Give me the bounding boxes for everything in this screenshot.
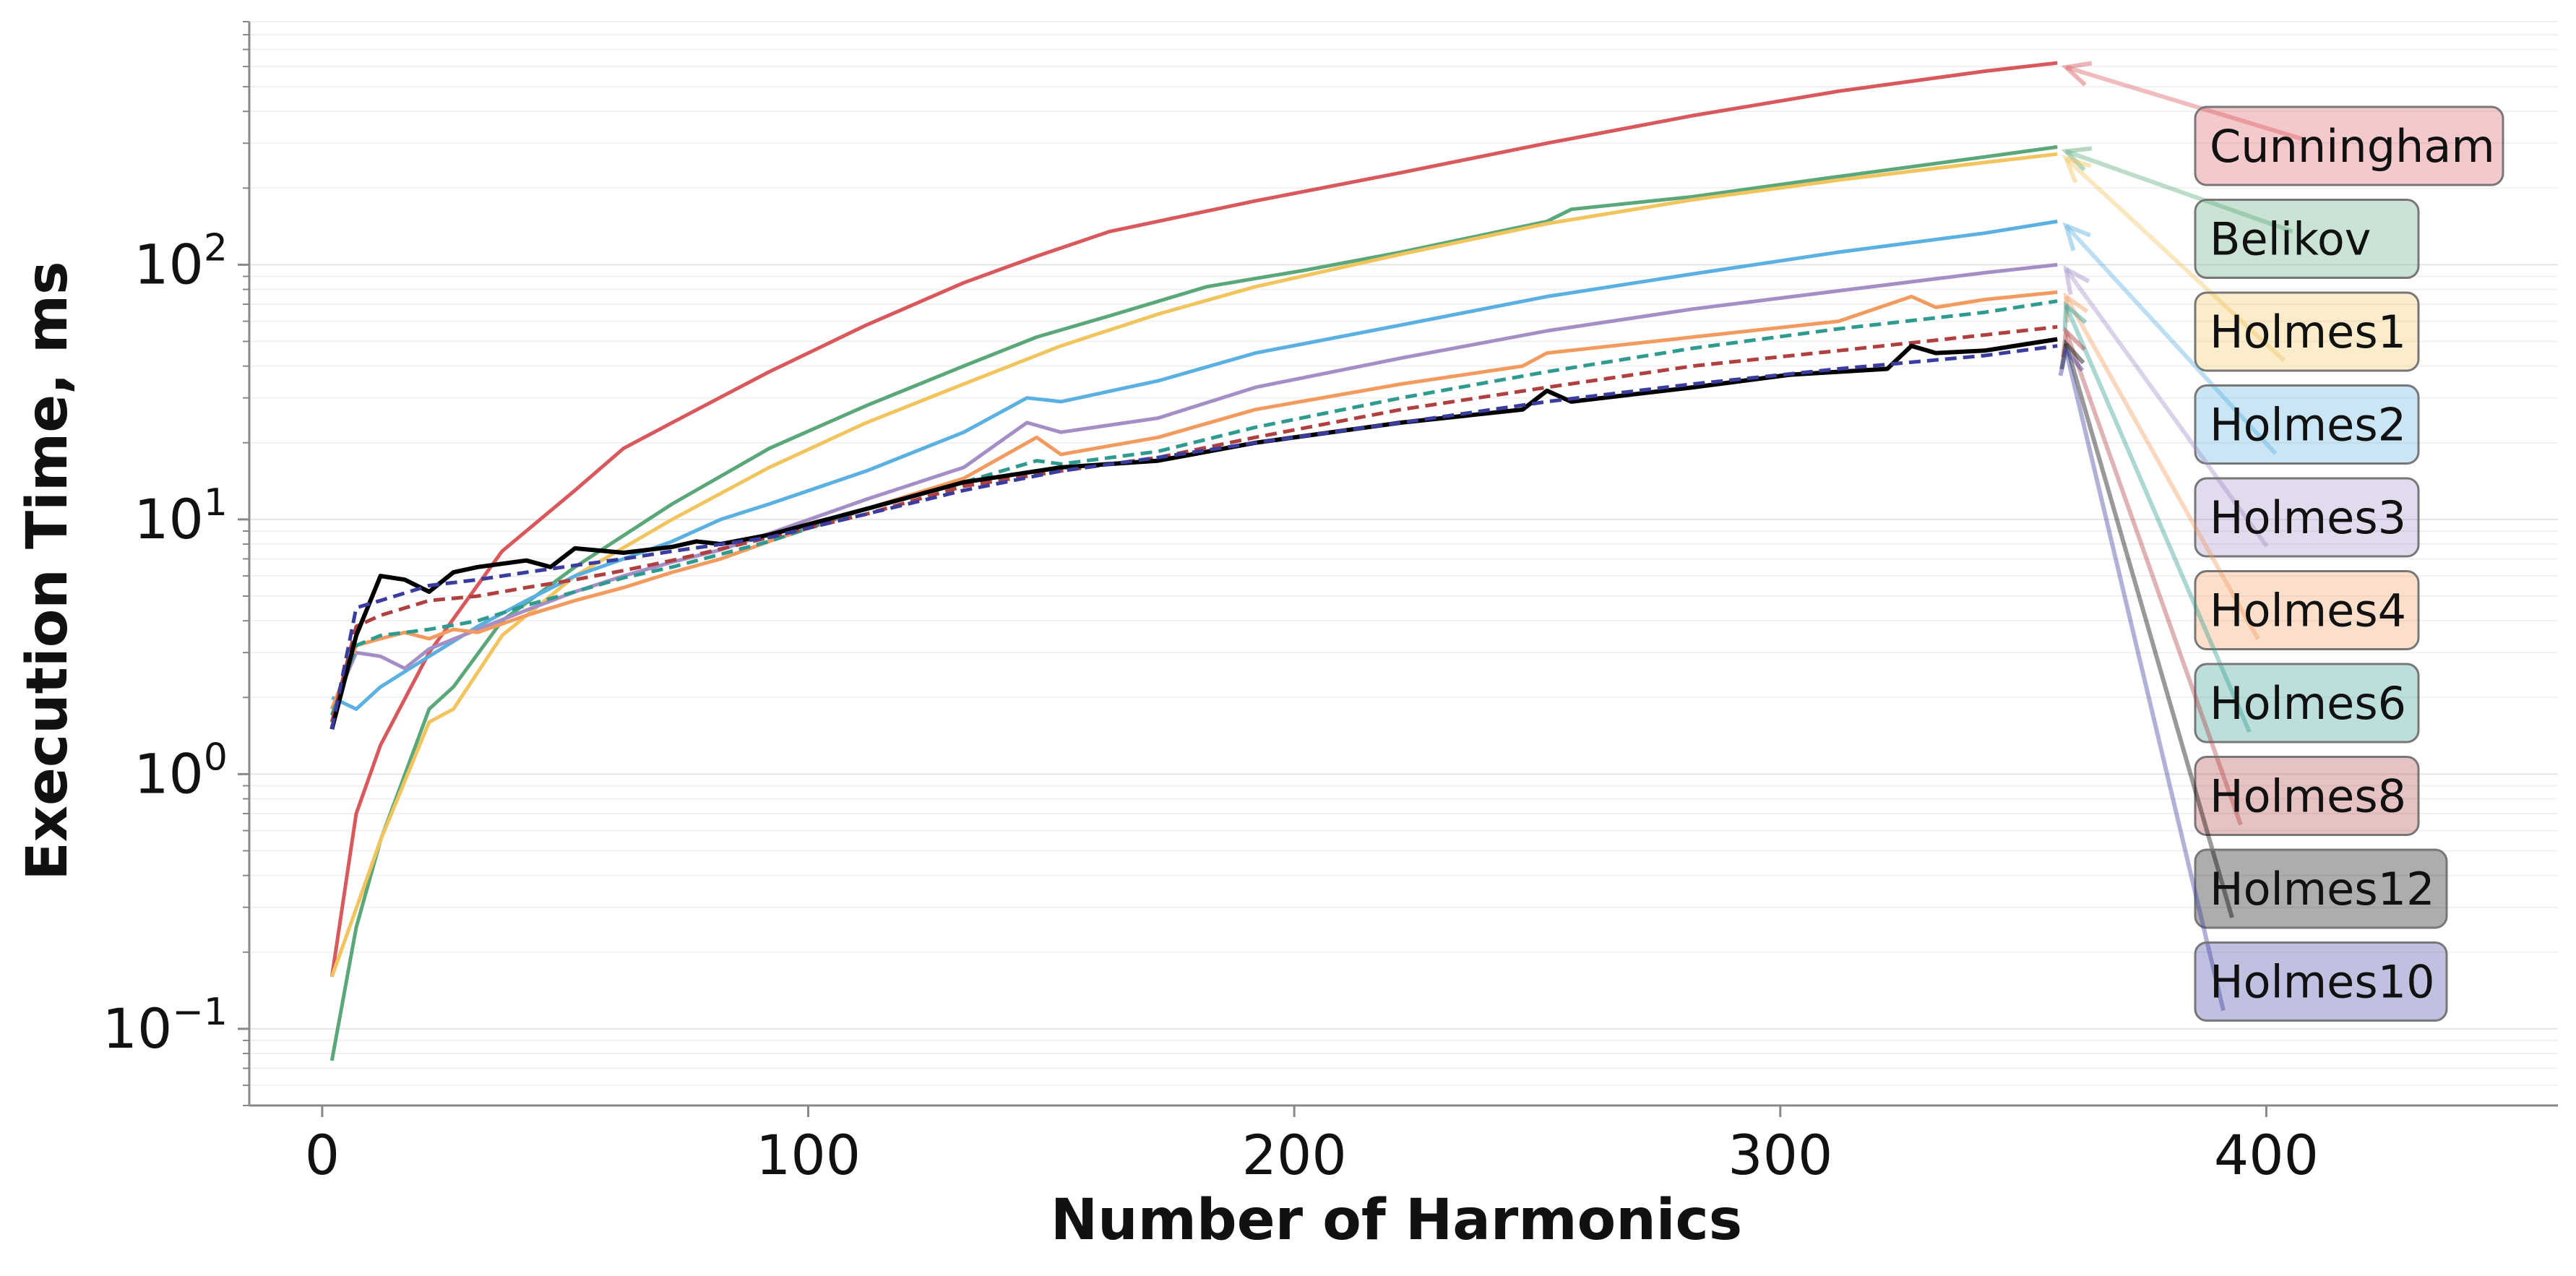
- legend-label: Holmes10: [2210, 956, 2435, 1009]
- axes: [248, 22, 2558, 1107]
- x-tick-label: 0: [305, 1123, 340, 1187]
- legend-label: Holmes8: [2210, 770, 2406, 823]
- legend-arrow: [2064, 330, 2243, 826]
- y-tick-exponent: 0: [204, 736, 228, 779]
- series-line-belikov: [329, 145, 2058, 1061]
- x-tick-label: 400: [2214, 1123, 2319, 1187]
- legend-box: [2194, 291, 2420, 372]
- legend-arrow: [2064, 156, 2286, 363]
- x-tick-label: 100: [756, 1123, 861, 1187]
- legend-arrow: [2064, 295, 2260, 640]
- legend-arrowhead: [2061, 146, 2093, 172]
- legend-arrow: [2064, 342, 2234, 918]
- legend-label: Holmes4: [2210, 585, 2406, 637]
- y-tick-exponent: −1: [172, 991, 228, 1034]
- legend-box: [2194, 477, 2420, 558]
- legend: Cunningham Belikov Holmes1 Holmes2 Holmes3 Ho…: [2058, 61, 2504, 1022]
- series-line-holmes1: [329, 152, 2058, 978]
- legend-label: Holmes12: [2210, 863, 2435, 915]
- y-tick-label: 10−1: [103, 991, 228, 1061]
- x-axis-title: Number of Harmonics: [1051, 1188, 1742, 1253]
- y-axis-title: Execution Time, ms: [15, 261, 80, 880]
- legend-box: [2194, 199, 2420, 279]
- legend-label: Holmes2: [2210, 399, 2406, 452]
- legend-box: [2194, 663, 2420, 743]
- legend-arrowhead: [2063, 264, 2090, 296]
- legend-arrowhead: [2061, 326, 2086, 358]
- legend-label: Holmes1: [2210, 306, 2406, 358]
- legend-arrowhead: [2062, 155, 2092, 184]
- legend-arrow: [2065, 149, 2294, 234]
- legend-arrow: [2064, 267, 2269, 548]
- y-tick-label: 101: [134, 481, 228, 551]
- y-tick-base: 10: [134, 232, 204, 296]
- x-tick-label: 300: [1728, 1123, 1832, 1187]
- legend-box: [2194, 384, 2420, 465]
- legend-arrow: [2064, 350, 2226, 1012]
- legend-arrowhead: [2063, 292, 2089, 323]
- legend-arrowhead: [2062, 301, 2088, 332]
- legend-box: [2194, 105, 2504, 186]
- legend-arrow: [2064, 304, 2252, 733]
- y-tick-exponent: 1: [204, 481, 228, 525]
- legend-arrow: [2064, 224, 2278, 455]
- y-tick-base: 10: [134, 487, 204, 551]
- y-tick-base: 10: [134, 741, 204, 806]
- legend-box: [2194, 941, 2448, 1022]
- legend-box: [2194, 848, 2448, 929]
- series-line-holmes10: [329, 344, 2058, 730]
- x-tick-label: 200: [1242, 1123, 1347, 1187]
- y-tick-base: 10: [103, 996, 173, 1061]
- legend-arrowhead: [2062, 222, 2091, 251]
- legend-arrow: [2065, 65, 2302, 141]
- legend-arrowhead: [2059, 338, 2085, 370]
- y-tick-label: 102: [134, 226, 228, 296]
- legend-arrowhead: [2061, 61, 2093, 87]
- y-tick-label: 100: [134, 736, 228, 806]
- series-line-holmes3: [330, 262, 2058, 710]
- legend-arrowhead: [2058, 345, 2085, 376]
- y-tick-exponent: 2: [204, 226, 228, 270]
- legend-label: Holmes3: [2210, 491, 2406, 544]
- grid: [249, 21, 2558, 1106]
- legend-box: [2194, 756, 2420, 836]
- legend-box: [2194, 570, 2420, 650]
- series-lines: [329, 61, 2058, 1061]
- legend-label: Holmes6: [2210, 677, 2406, 730]
- legend-label: Cunningham: [2210, 120, 2495, 173]
- legend-label: Belikov: [2210, 213, 2371, 266]
